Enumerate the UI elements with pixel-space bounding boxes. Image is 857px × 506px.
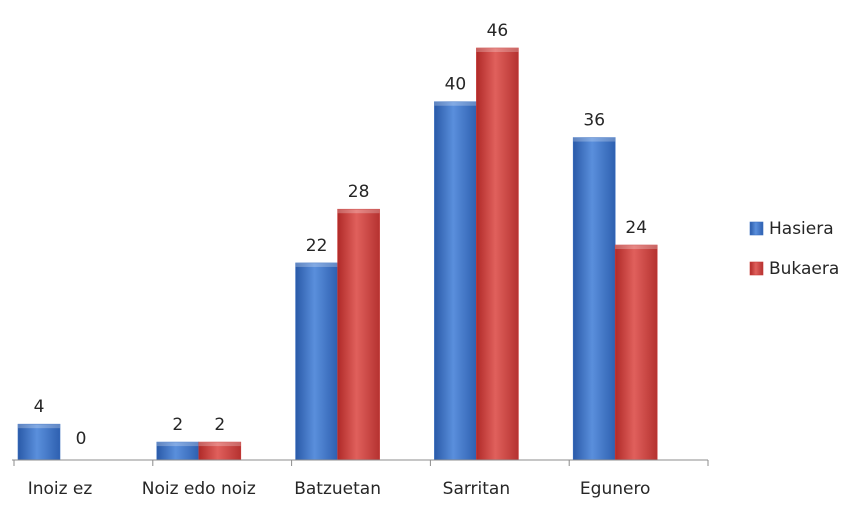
x-tick-label-3: Sarritan: [443, 479, 510, 499]
bar-highlight-hasiera-0: [18, 424, 60, 429]
bars-layer: [17, 47, 658, 461]
bar-highlight-hasiera-4: [573, 137, 616, 142]
bar-bukaera-2: [337, 208, 380, 461]
bar-bukaera-4: [614, 244, 658, 461]
x-tick-label-2: Batzuetan: [294, 479, 381, 499]
data-label-bukaera-3: 46: [487, 21, 509, 41]
data-label-bukaera-2: 28: [348, 182, 370, 202]
data-label-hasiera-3: 40: [445, 75, 467, 95]
x-tick-label-0: Inoiz ez: [28, 479, 93, 499]
data-label-hasiera-2: 22: [306, 236, 328, 256]
legend: Hasiera Bukaera: [749, 219, 839, 279]
bar-hasiera-3: [434, 101, 477, 461]
legend-swatch-hasiera: [749, 221, 764, 236]
x-tick-label-1: Noiz edo noiz: [142, 479, 256, 499]
bar-hasiera-2: [295, 262, 338, 461]
data-label-bukaera-1: 2: [214, 415, 225, 435]
data-label-bukaera-0: 0: [76, 429, 87, 449]
bar-highlight-hasiera-2: [295, 262, 338, 267]
legend-label-hasiera: Hasiera: [769, 219, 834, 239]
data-label-hasiera-0: 4: [34, 397, 45, 417]
bar-highlight-bukaera-1: [198, 442, 241, 447]
bar-highlight-hasiera-3: [434, 101, 477, 106]
x-axis: Inoiz ez Noiz edo noiz Batzuetan Sarritan Eg…: [12, 459, 709, 499]
bar-highlight-hasiera-1: [156, 442, 199, 447]
data-label-bukaera-4: 24: [625, 218, 647, 238]
legend-label-bukaera: Bukaera: [769, 259, 839, 279]
bar-bukaera-3: [476, 47, 519, 461]
legend-swatch-bukaera: [749, 261, 764, 276]
bar-highlight-bukaera-2: [337, 209, 380, 214]
data-label-hasiera-1: 2: [172, 415, 183, 435]
bar-highlight-bukaera-4: [615, 245, 658, 250]
data-label-hasiera-4: 36: [583, 111, 605, 131]
bar-highlight-bukaera-3: [476, 48, 519, 52]
x-tick-label-4: Egunero: [580, 479, 651, 499]
bar-hasiera-0: [17, 423, 61, 461]
bar-hasiera-4: [572, 137, 616, 461]
